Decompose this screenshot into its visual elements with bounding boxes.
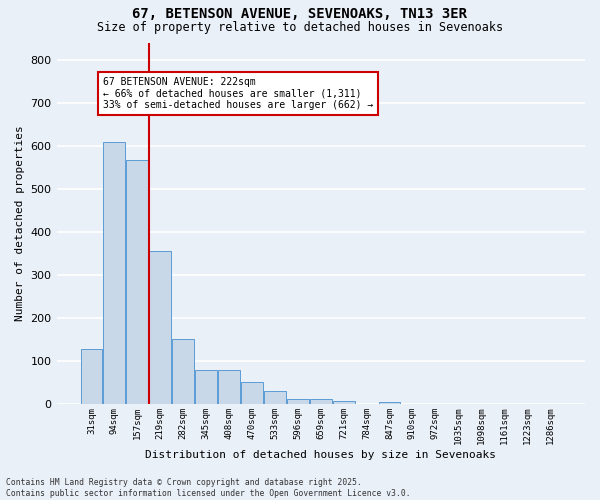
X-axis label: Distribution of detached houses by size in Sevenoaks: Distribution of detached houses by size … xyxy=(145,450,496,460)
Bar xyxy=(310,399,332,404)
Bar xyxy=(264,390,286,404)
Bar xyxy=(172,340,194,404)
Text: 67, BETENSON AVENUE, SEVENOAKS, TN13 3ER: 67, BETENSON AVENUE, SEVENOAKS, TN13 3ER xyxy=(133,8,467,22)
Bar xyxy=(195,370,217,404)
Bar xyxy=(149,251,171,404)
Bar xyxy=(218,370,240,404)
Text: Size of property relative to detached houses in Sevenoaks: Size of property relative to detached ho… xyxy=(97,21,503,34)
Bar xyxy=(379,402,400,404)
Y-axis label: Number of detached properties: Number of detached properties xyxy=(15,126,25,321)
Text: Contains HM Land Registry data © Crown copyright and database right 2025.
Contai: Contains HM Land Registry data © Crown c… xyxy=(6,478,410,498)
Bar xyxy=(80,349,103,404)
Bar xyxy=(287,399,309,404)
Bar xyxy=(333,401,355,404)
Bar xyxy=(241,382,263,404)
Bar xyxy=(127,160,148,404)
Text: 67 BETENSON AVENUE: 222sqm
← 66% of detached houses are smaller (1,311)
33% of s: 67 BETENSON AVENUE: 222sqm ← 66% of deta… xyxy=(103,77,373,110)
Bar xyxy=(103,142,125,404)
